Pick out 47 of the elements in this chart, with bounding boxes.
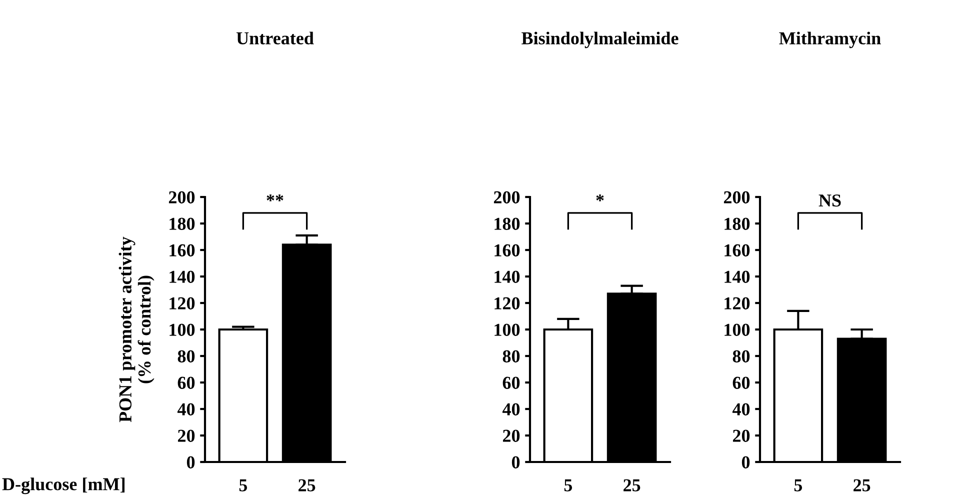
y-tick-label: 160 bbox=[494, 244, 520, 256]
y-tick-label: 40 bbox=[177, 403, 195, 416]
chart-title: Mithramycin bbox=[779, 32, 881, 48]
y-tick-label: 100 bbox=[494, 324, 520, 336]
y-tick-label: 20 bbox=[732, 430, 750, 442]
y-tick-label: 140 bbox=[494, 270, 520, 283]
y-tick-label: 200 bbox=[168, 191, 195, 204]
x-tick-label: 5 bbox=[794, 479, 802, 492]
x-tick-label: 5 bbox=[239, 479, 248, 492]
annotation: * bbox=[596, 194, 604, 202]
y-tick-label: 80 bbox=[732, 350, 750, 362]
y-tick-label: 140 bbox=[170, 270, 195, 283]
y-tick-label: 0 bbox=[742, 456, 750, 468]
x-tick-label: 25 bbox=[298, 479, 316, 492]
x-axis-title: D-glucose [mM] bbox=[2, 478, 124, 494]
y-tick-label: 0 bbox=[512, 456, 520, 468]
x-tick-label: 25 bbox=[624, 479, 640, 492]
y-tick-label: 160 bbox=[170, 244, 195, 256]
y-tick-label: 200 bbox=[724, 191, 750, 204]
y-tick-label: 40 bbox=[502, 403, 520, 416]
y-tick-label: 180 bbox=[494, 218, 520, 230]
annotation: NS bbox=[818, 194, 841, 207]
y-tick-label: 100 bbox=[724, 324, 750, 336]
y-axis-title: PON1 promoter activity (% of control) bbox=[118, 236, 154, 422]
y-tick-label: 200 bbox=[494, 191, 520, 204]
y-tick-label: 140 bbox=[724, 270, 750, 283]
y-tick-label: 120 bbox=[170, 297, 195, 310]
y-tick-label: 80 bbox=[178, 350, 195, 362]
y-tick-label: 180 bbox=[170, 218, 195, 230]
y-tick-label: 20 bbox=[502, 430, 520, 442]
chart-title: Untreated bbox=[236, 32, 314, 44]
y-tick-label: 0 bbox=[186, 456, 195, 468]
y-tick-label: 60 bbox=[178, 376, 195, 389]
y-tick-label: 60 bbox=[732, 376, 750, 389]
y-tick-label: 160 bbox=[724, 244, 750, 256]
y-tick-label: 20 bbox=[178, 430, 195, 442]
y-tick-label: 100 bbox=[170, 324, 195, 336]
y-tick-label: 60 bbox=[502, 376, 520, 389]
y-tick-label: 80 bbox=[502, 350, 520, 362]
chart-title: Bisindolylmaleimide bbox=[522, 32, 678, 48]
annotation: ** bbox=[266, 194, 284, 202]
y-tick-label: 120 bbox=[724, 297, 750, 310]
x-tick-label: 5 bbox=[564, 479, 572, 492]
y-tick-label: 40 bbox=[732, 403, 750, 416]
x-tick-label: 25 bbox=[854, 479, 870, 492]
y-tick-label: 180 bbox=[724, 218, 750, 230]
y-tick-label: 120 bbox=[494, 297, 520, 310]
